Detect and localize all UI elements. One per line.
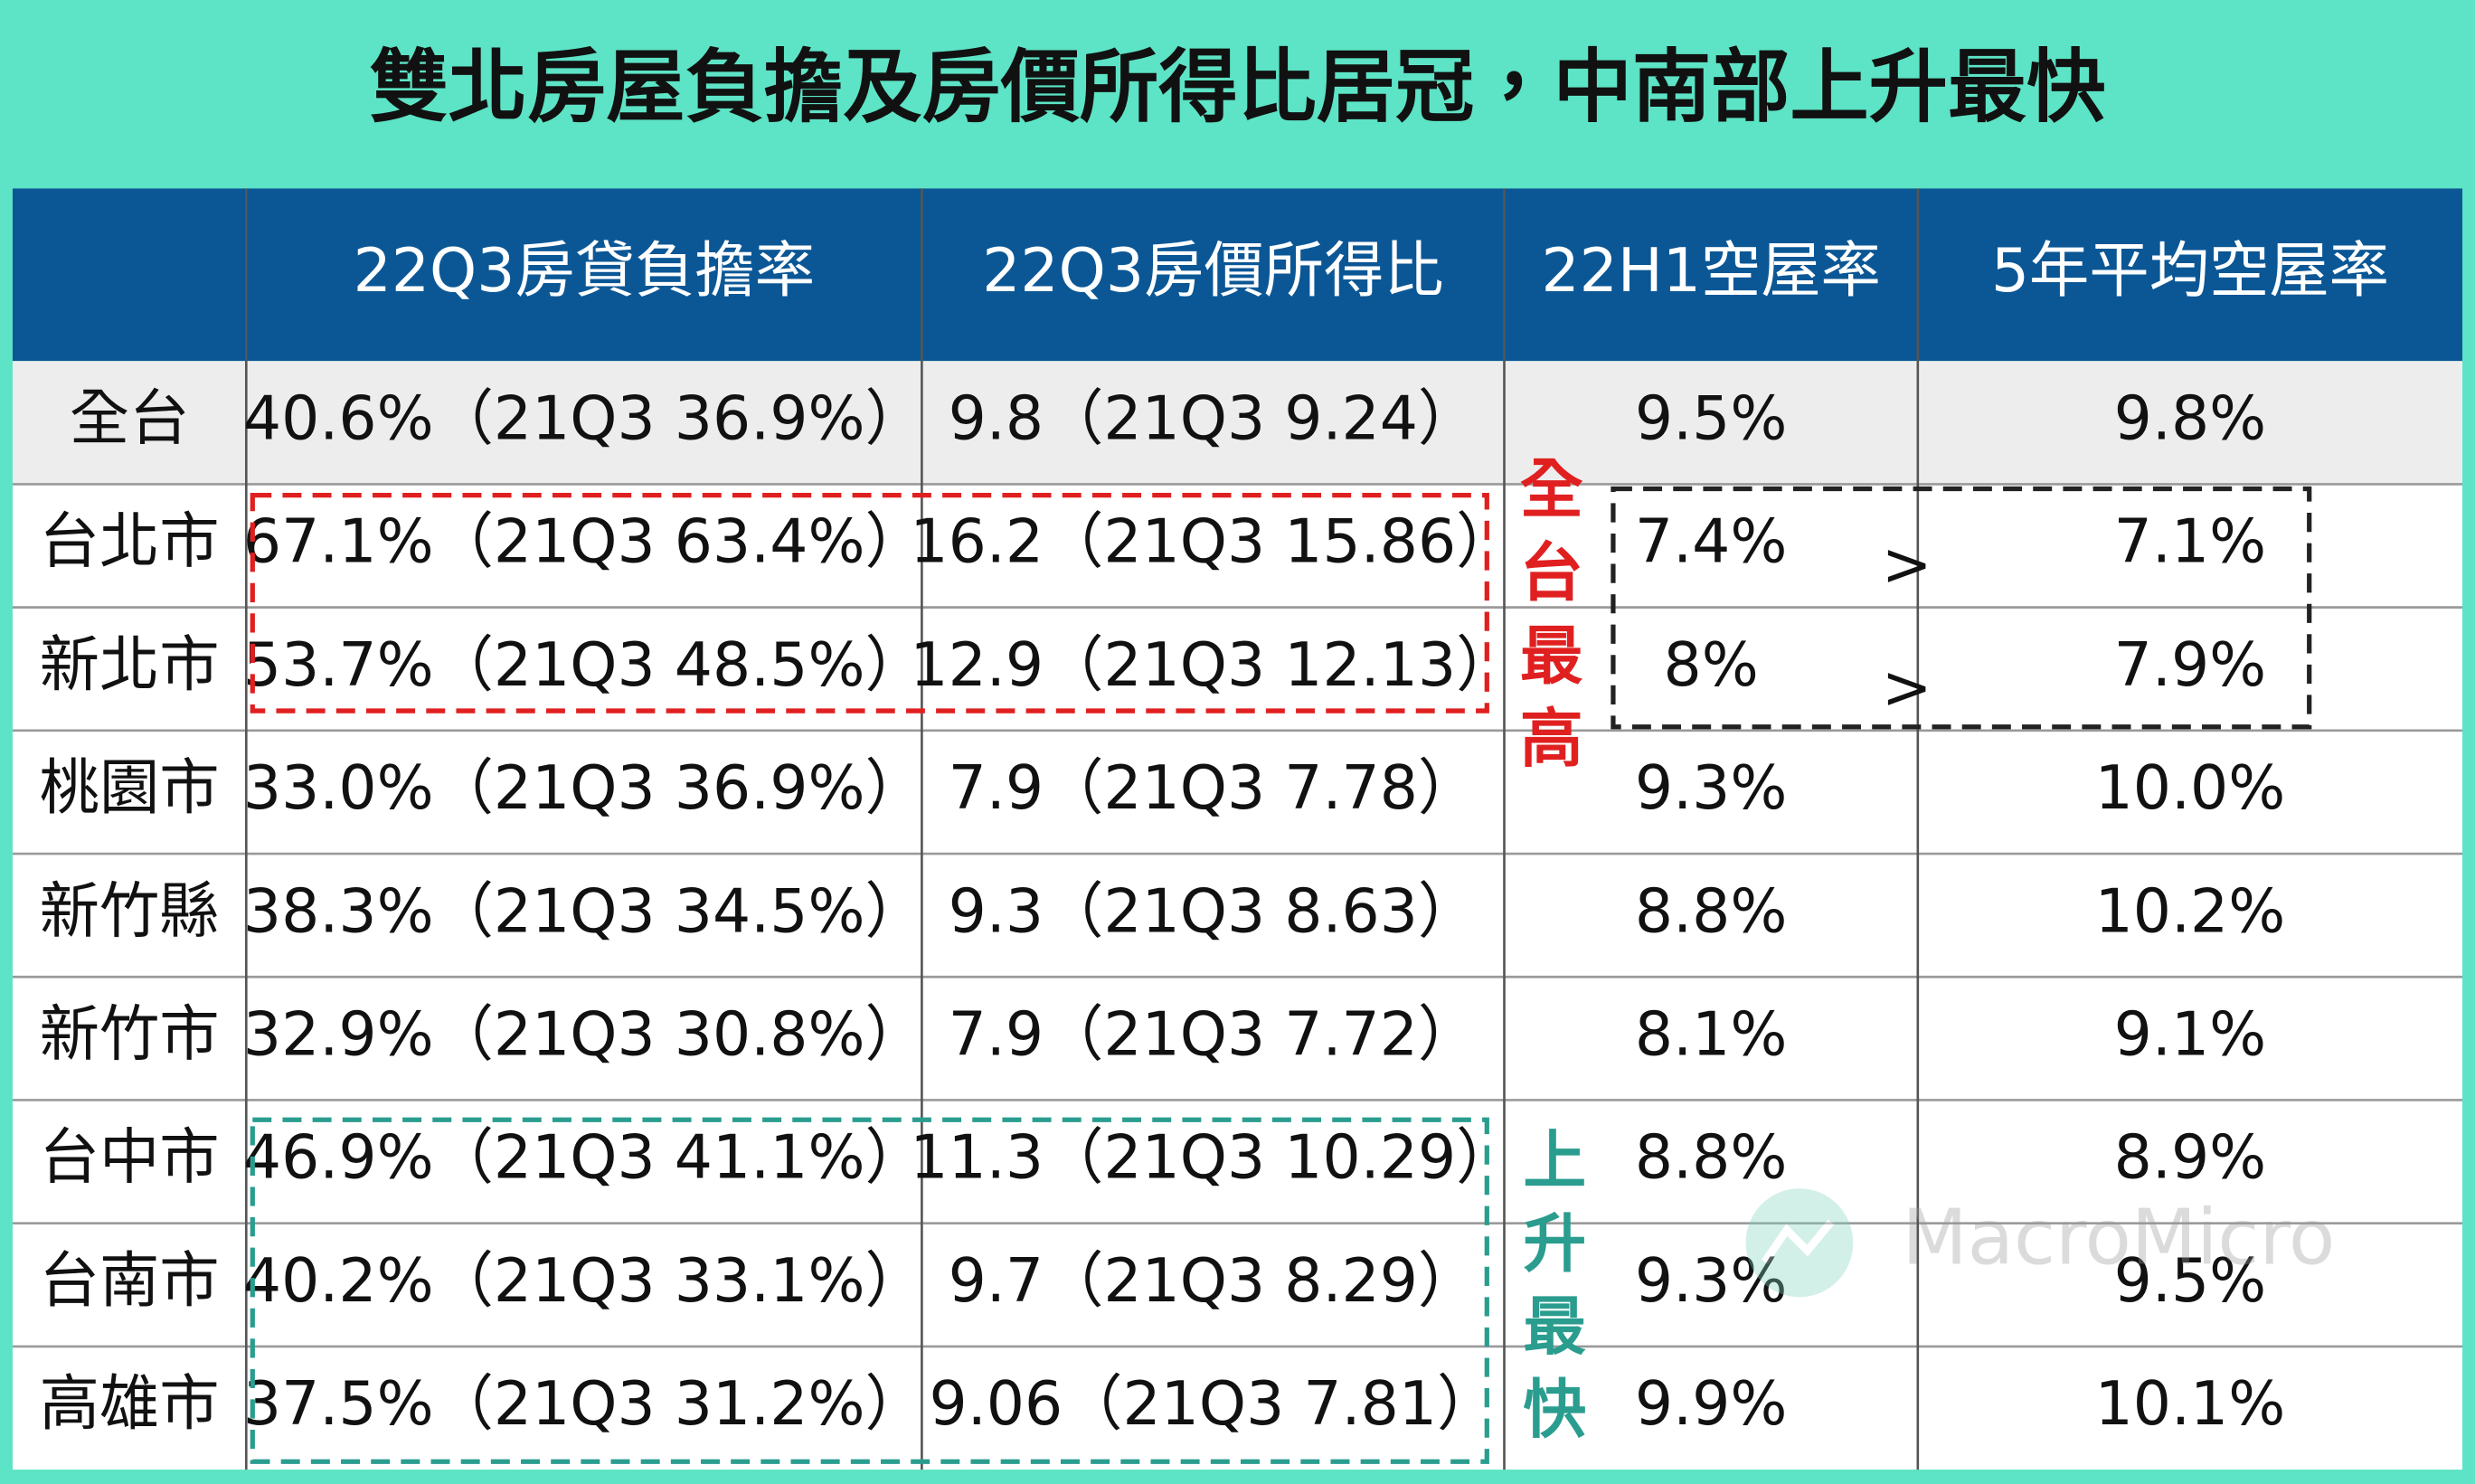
row-label: 新北市 [40, 629, 220, 700]
watermark-text: MacroMicro [1902, 1193, 2335, 1282]
table-cell: 7.9（21Q3 7.78） [949, 752, 1478, 823]
row-label: 台北市 [40, 506, 220, 576]
annotation-highest: 全台最高 [1510, 455, 1584, 787]
table-cell: 7.9（21Q3 7.72） [949, 998, 1478, 1069]
table-cell: 9.7（21Q3 8.29） [949, 1245, 1478, 1316]
table-cell: 10.2% [2095, 875, 2286, 946]
table-cell: 53.7%（21Q3 48.5%） [243, 629, 925, 700]
table-cell: 9.3% [1635, 1245, 1788, 1316]
table-cell: 8.8% [1635, 1121, 1788, 1192]
row-label: 台中市 [40, 1121, 220, 1192]
table-cell: 33.0%（21Q3 36.9%） [243, 752, 925, 823]
table-cell: 9.06（21Q3 7.81） [930, 1368, 1497, 1439]
table-cell: 9.8（21Q3 9.24） [949, 383, 1478, 453]
table-cell: 8.9% [2114, 1121, 2267, 1192]
highlight-box-teal [250, 1117, 1489, 1464]
table-cell: 7.1% [2114, 506, 2267, 576]
table-row [12, 361, 2463, 485]
comparison-sign: > [1882, 652, 1932, 723]
header-cell: 22Q3房貸負擔率 [354, 235, 815, 306]
title: 雙北房屋負擔及房價所得比居冠，中南部上升最快 [369, 41, 2105, 134]
table-cell: 9.3（21Q3 8.63） [949, 875, 1478, 946]
table-cell: 9.5% [1635, 383, 1788, 453]
table-row [12, 854, 2463, 978]
header-cell: 5年平均空屋率 [1991, 235, 2389, 306]
header-row [12, 188, 2463, 362]
watermark-logo [1745, 1188, 1854, 1298]
table-cell: 40.2%（21Q3 33.1%） [243, 1245, 925, 1316]
row-label: 全台 [70, 383, 190, 453]
table-cell: 11.3（21Q3 10.29） [910, 1121, 1516, 1192]
table-row [12, 1346, 2463, 1470]
highlight-box-black [1611, 486, 2312, 730]
row-label: 桃園市 [40, 752, 220, 823]
annotation-fastest: 上升最快 [1513, 1126, 1587, 1458]
header-cell: 22H1空屋率 [1541, 235, 1880, 306]
table-row [12, 1223, 2463, 1347]
table-cell: 10.1% [2095, 1368, 2286, 1439]
table-cell: 12.9（21Q3 12.13） [910, 629, 1516, 700]
table-cell: 38.3%（21Q3 34.5%） [243, 875, 925, 946]
table-cell: 9.9% [1635, 1368, 1788, 1439]
table-cell: 8.8% [1635, 875, 1788, 946]
grid-lines [12, 188, 2463, 1470]
table-cell: 37.5%（21Q3 31.2%） [243, 1368, 925, 1439]
row-label: 新竹市 [40, 998, 220, 1069]
table-cell: 8.1% [1635, 998, 1788, 1069]
table-cell: 9.8% [2114, 383, 2267, 453]
table-cell: 9.1% [2114, 998, 2267, 1069]
table-row [12, 730, 2463, 855]
header-cell: 22Q3房價所得比 [982, 235, 1443, 306]
row-label: 高雄市 [40, 1368, 220, 1439]
table-cell: 16.2（21Q3 15.86） [910, 506, 1516, 576]
table-cell: 8% [1664, 629, 1759, 700]
table-row [12, 977, 2463, 1101]
watermark: MacroMicro [1745, 1188, 2335, 1298]
table-cell: 10.0% [2095, 752, 2286, 823]
table-cell: 67.1%（21Q3 63.4%） [243, 506, 925, 576]
table-cell: 40.6%（21Q3 36.9%） [243, 383, 925, 453]
watermark-logo-line [1761, 1219, 1835, 1265]
table-cell: 32.9%（21Q3 30.8%） [243, 998, 925, 1069]
comparison-sign: > [1882, 529, 1932, 600]
row-label: 台南市 [40, 1245, 220, 1316]
table-row [12, 484, 2463, 608]
table-cell: 9.5% [2114, 1245, 2267, 1316]
table-cell: 7.4% [1635, 506, 1788, 576]
table-cell: 46.9%（21Q3 41.1%） [243, 1121, 925, 1192]
table-cell: 7.9% [2114, 629, 2267, 700]
table-cell: 9.3% [1635, 752, 1788, 823]
row-label: 新竹縣 [40, 875, 220, 946]
highlight-box-red [250, 492, 1489, 714]
